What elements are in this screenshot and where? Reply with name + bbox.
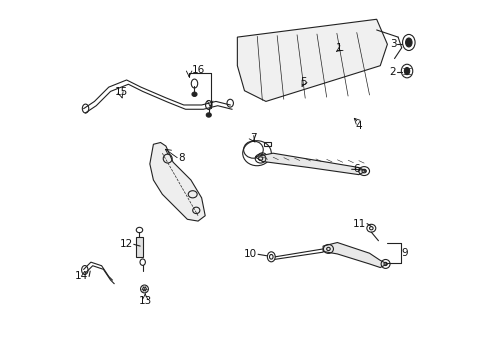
Text: 15: 15 xyxy=(114,87,128,98)
Ellipse shape xyxy=(206,113,211,117)
Ellipse shape xyxy=(192,92,197,96)
Bar xyxy=(264,143,271,146)
Polygon shape xyxy=(237,19,386,102)
Text: 13: 13 xyxy=(138,296,151,306)
Text: 4: 4 xyxy=(355,121,362,131)
Ellipse shape xyxy=(405,38,411,47)
Text: 12: 12 xyxy=(119,239,132,249)
Polygon shape xyxy=(255,153,365,175)
Bar xyxy=(267,154,276,158)
Ellipse shape xyxy=(404,67,409,75)
Text: 10: 10 xyxy=(244,249,257,259)
Text: 7: 7 xyxy=(249,133,256,143)
Text: 8: 8 xyxy=(178,153,185,163)
Polygon shape xyxy=(323,243,386,267)
Text: 1: 1 xyxy=(335,43,342,53)
Text: 2: 2 xyxy=(389,67,395,77)
Text: 14: 14 xyxy=(75,271,88,282)
Text: 9: 9 xyxy=(401,248,407,258)
Text: 6: 6 xyxy=(353,164,359,174)
Text: 3: 3 xyxy=(389,39,395,49)
Text: 5: 5 xyxy=(300,77,306,87)
Bar xyxy=(135,237,143,257)
Text: 16: 16 xyxy=(191,65,204,75)
Text: 11: 11 xyxy=(352,219,365,229)
Polygon shape xyxy=(149,143,205,221)
